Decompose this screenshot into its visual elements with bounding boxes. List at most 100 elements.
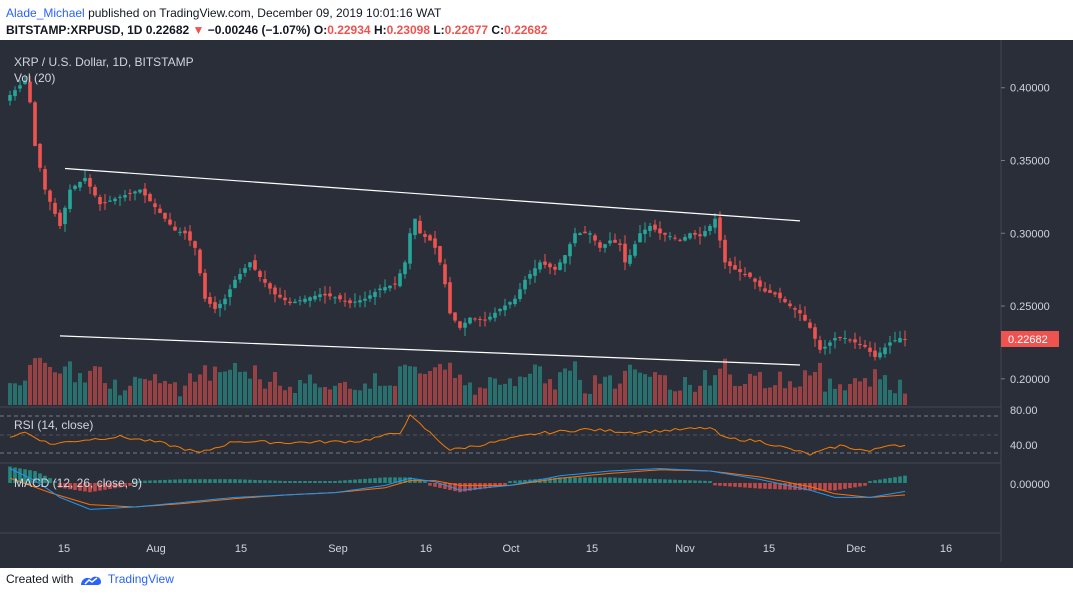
tradingview-link[interactable]: TradingView — [107, 572, 174, 586]
volume-bar — [503, 383, 507, 405]
volume-bar — [488, 377, 492, 405]
histogram-bar — [93, 483, 97, 492]
volume-bar — [588, 393, 592, 405]
macd-label: MACD (12, 26, close, 9) — [14, 476, 142, 490]
candle-body — [248, 262, 252, 268]
chart-area[interactable]: XRP / U.S. Dollar, 1D, BITSTAMP Vol (20)… — [0, 40, 1073, 568]
volume-bar — [583, 393, 587, 405]
histogram-bar — [553, 477, 557, 483]
lower-trendline[interactable] — [59, 335, 801, 366]
volume-bar — [848, 384, 852, 405]
histogram-bar — [63, 483, 67, 489]
volume-bar — [168, 383, 172, 405]
volume-bar — [353, 389, 357, 405]
histogram-bar — [328, 481, 332, 483]
volume-bar — [368, 388, 372, 405]
candle-body — [673, 237, 677, 239]
candle-body — [348, 300, 352, 304]
histogram-bar — [38, 473, 42, 483]
candle-body — [818, 340, 822, 350]
candle-body — [138, 189, 142, 193]
volume-bar — [53, 372, 57, 405]
histogram-bar — [698, 480, 702, 483]
low-value: 0.22677 — [444, 23, 489, 37]
candle-body — [788, 303, 792, 307]
volume-bar — [283, 390, 287, 405]
histogram-bar — [338, 480, 342, 483]
volume-bar — [783, 388, 787, 405]
macd-line — [9, 468, 906, 510]
volume-bar — [778, 371, 782, 405]
volume-bar — [373, 373, 377, 405]
histogram-bar — [658, 479, 662, 483]
histogram-bar — [713, 483, 717, 486]
candle-body — [453, 312, 457, 321]
candle-body — [813, 327, 817, 339]
histogram-bar — [758, 483, 762, 489]
histogram-bar — [673, 479, 677, 483]
volume-bar — [553, 389, 557, 405]
candle-body — [853, 339, 857, 343]
candle-body — [408, 233, 412, 264]
volume-bar — [153, 374, 157, 405]
volume-bar — [418, 373, 422, 405]
histogram-bar — [378, 477, 382, 483]
price-tick-label: 0.30000 — [1010, 228, 1050, 240]
volume-bar — [658, 374, 662, 405]
volume-bar — [743, 384, 747, 405]
histogram-bar — [383, 477, 387, 483]
volume-bar — [203, 365, 207, 405]
volume-bar — [823, 391, 827, 405]
histogram-bar — [728, 483, 732, 487]
volume-bar — [83, 382, 87, 405]
histogram-bar — [398, 477, 402, 483]
candle-body — [733, 265, 737, 270]
volume-bar — [8, 383, 12, 405]
histogram-bar — [158, 480, 162, 483]
volume-bar — [633, 369, 637, 405]
histogram-bar — [78, 483, 82, 491]
candle-body — [98, 197, 102, 205]
histogram-bar — [333, 481, 337, 483]
candle-body — [683, 236, 687, 241]
histogram-bar — [298, 481, 302, 483]
candle-body — [708, 226, 712, 231]
time-tick-label: Dec — [846, 543, 866, 555]
candle-body — [173, 226, 177, 231]
candle-body — [698, 234, 702, 237]
histogram-bar — [198, 479, 202, 483]
candle-body — [643, 229, 647, 235]
volume-bar — [428, 370, 432, 405]
candle-body — [608, 240, 612, 244]
volume-bar — [768, 387, 772, 405]
histogram-bar — [98, 483, 102, 491]
histogram-bar — [208, 479, 212, 483]
volume-bar — [413, 366, 417, 405]
candle-body — [593, 235, 597, 241]
candle-body — [443, 264, 447, 285]
histogram-bar — [308, 481, 312, 483]
candle-body — [283, 297, 287, 301]
candle-body — [543, 261, 547, 265]
upper-trendline[interactable] — [64, 167, 801, 222]
histogram-bar — [153, 480, 157, 483]
candle-body — [278, 294, 282, 298]
candle-body — [183, 230, 187, 234]
histogram-bar — [13, 467, 17, 483]
volume-bar — [833, 388, 837, 405]
candle-body — [293, 301, 297, 304]
volume-bar — [673, 391, 677, 405]
candle-body — [538, 262, 542, 270]
histogram-bar — [68, 483, 72, 490]
candle-body — [83, 177, 87, 182]
volume-bar — [643, 374, 647, 405]
volume-bar — [498, 384, 502, 405]
chart-svg[interactable]: XRP / U.S. Dollar, 1D, BITSTAMP Vol (20)… — [0, 40, 1073, 568]
author-link[interactable]: Alade_Michael — [6, 6, 85, 20]
histogram-bar — [588, 477, 592, 483]
candle-body — [38, 143, 42, 168]
histogram-bar — [648, 478, 652, 483]
time-tick-label: Sep — [328, 543, 348, 555]
volume-bar — [263, 388, 267, 405]
volume-bar — [358, 390, 362, 405]
